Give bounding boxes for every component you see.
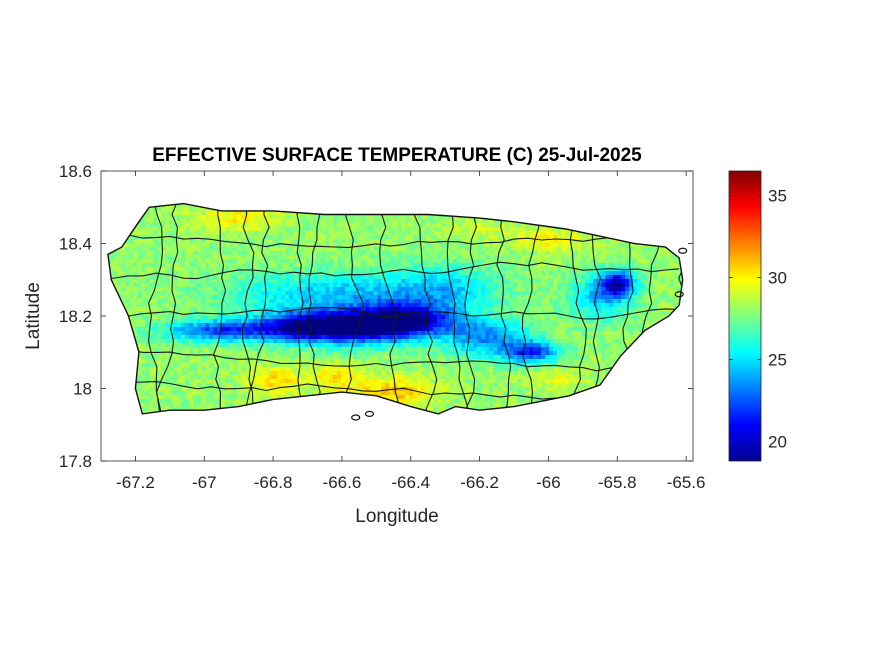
- y-tick-label: 17.8: [59, 452, 92, 471]
- x-tick-label: -65.8: [598, 473, 637, 492]
- x-tick-label: -67: [192, 473, 217, 492]
- offshore-islets: [351, 247, 688, 421]
- chart-title: EFFECTIVE SURFACE TEMPERATURE (C) 25-Jul…: [152, 145, 642, 166]
- islet-3: [674, 291, 684, 298]
- x-axis-label: Longitude: [355, 506, 438, 527]
- x-tick-label: -66.2: [460, 473, 499, 492]
- colorbar-tick-label: 35: [768, 187, 787, 206]
- x-tick-label: -65.6: [667, 473, 706, 492]
- colorbar: [728, 170, 762, 462]
- x-axis: -67.2 -67 -66.8 -66.6 -66.4 -66.2 -66 -65.8 -65.…: [116, 171, 705, 492]
- x-tick-label: -66.6: [323, 473, 362, 492]
- y-tick-label: 18.2: [59, 307, 92, 326]
- y-tick-label: 18.6: [59, 162, 92, 181]
- y-tick-label: 18: [73, 380, 92, 399]
- x-tick-label: -66.4: [391, 473, 430, 492]
- x-tick-label: -66: [536, 473, 561, 492]
- island-outline: [107, 202, 684, 415]
- y-tick-label: 18.4: [59, 235, 92, 254]
- islet-0: [351, 414, 361, 421]
- colorbar-tick-label: 25: [768, 350, 787, 369]
- y-axis-label: Latitude: [23, 282, 44, 350]
- y-axis: 17.8 18 18.2 18.4 18.6: [59, 162, 693, 471]
- islet-1: [364, 410, 375, 417]
- colorbar-ticks: 20 25 30 35: [729, 187, 787, 451]
- islet-2: [678, 247, 688, 254]
- x-tick-label: -67.2: [116, 473, 155, 492]
- x-tick-label: -66.8: [254, 473, 293, 492]
- colorbar-tick-label: 30: [768, 268, 787, 287]
- colorbar-tick-label: 20: [768, 432, 787, 451]
